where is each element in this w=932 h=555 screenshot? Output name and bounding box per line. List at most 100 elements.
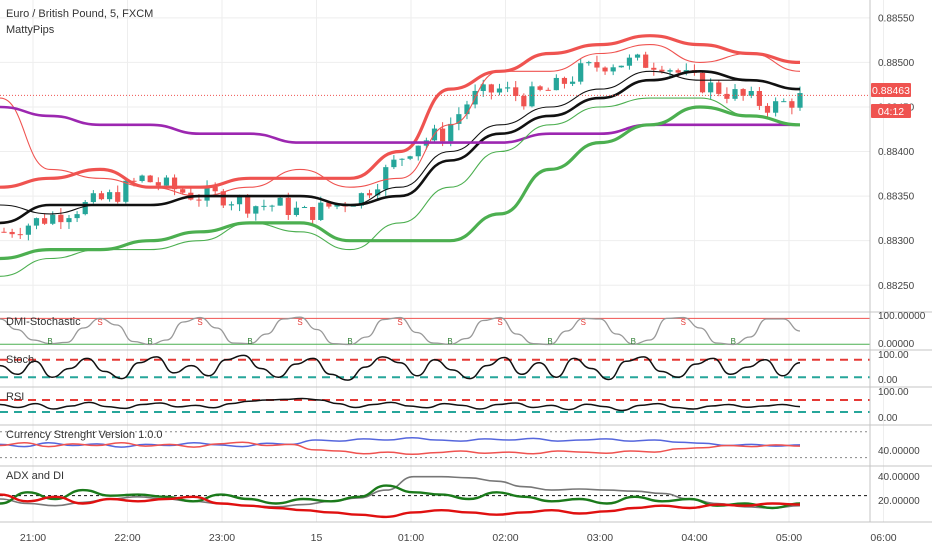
pane-rsi[interactable]: RSI	[0, 391, 870, 413]
candle-body	[318, 202, 324, 220]
y-tick-label: 0.88400	[878, 147, 915, 158]
candle-body	[480, 84, 486, 91]
candle-body	[399, 158, 405, 160]
candle-body	[789, 101, 795, 108]
y-tick-label: 20.00000	[878, 496, 920, 507]
y-tick-label: 0.88550	[878, 13, 915, 24]
pane-adx[interactable]: ADX and DI	[0, 470, 870, 519]
buy-signal-label: B	[631, 337, 636, 346]
y-tick-label: 0.00000	[878, 339, 915, 350]
indicator-line	[0, 397, 801, 412]
y-tick-label: 0.88350	[878, 192, 915, 203]
candle-body	[383, 167, 389, 190]
candle-body	[115, 192, 121, 202]
candle-body	[675, 70, 681, 73]
pane-dmi[interactable]: B S B S B S B S B S B S B S B DMI-Stochastic	[0, 316, 870, 346]
candle-body	[724, 93, 730, 99]
pane-title: Currency Strenght Version 1.0.0	[6, 429, 163, 441]
candle-body	[521, 95, 527, 107]
candle-body	[488, 84, 494, 93]
countdown-label: 04:12	[878, 106, 904, 118]
overlay-line	[0, 34, 801, 189]
candle-body	[261, 205, 267, 207]
candle-body	[90, 193, 96, 203]
candle-body	[407, 156, 413, 159]
last-price-label: 0.88463	[872, 85, 910, 97]
buy-signal-label: B	[731, 337, 736, 346]
candle-body	[326, 202, 332, 207]
candle-body	[448, 123, 454, 142]
candles	[1, 51, 803, 241]
sell-signal-label: S	[97, 318, 102, 327]
x-tick-label: 01:00	[398, 532, 424, 544]
candle-body	[9, 231, 15, 235]
buy-signal-label: B	[47, 337, 52, 346]
buy-signal-label: B	[147, 337, 152, 346]
indicator-line	[0, 441, 801, 456]
y-tick-label: 100.00	[878, 350, 909, 361]
candle-body	[594, 62, 600, 68]
x-tick-label: 06:00	[870, 532, 896, 544]
candle-body	[285, 197, 291, 215]
candle-body	[634, 54, 641, 58]
candle-body	[139, 175, 145, 181]
countdown-tag: 04:12	[871, 104, 911, 118]
x-tick-label: 04:00	[681, 532, 707, 544]
last-price-tag: 0.88463	[871, 83, 911, 97]
candle-body	[358, 193, 364, 206]
pane-separators[interactable]	[0, 0, 932, 523]
candle-body	[651, 67, 657, 70]
indicator-line	[0, 493, 801, 519]
candle-body	[123, 180, 129, 202]
candle-body	[561, 77, 568, 84]
candle-body	[764, 105, 771, 113]
candle-body	[756, 91, 762, 106]
x-tick-label: 21:00	[20, 532, 46, 544]
sell-signal-label: S	[397, 318, 402, 327]
candle-body	[797, 93, 803, 108]
candle-body	[586, 62, 592, 64]
chart-subtitle: MattyPips	[6, 24, 55, 36]
indicator-line	[0, 316, 801, 346]
pane-stoch[interactable]: Stoch	[0, 354, 870, 381]
main-price-pane[interactable]	[0, 34, 870, 277]
candle-body	[529, 86, 535, 107]
candle-body	[626, 57, 633, 66]
indicator-line	[0, 475, 801, 509]
candle-body	[25, 225, 31, 235]
pane-currency[interactable]: Currency Strenght Version 1.0.0	[0, 429, 870, 459]
candle-body	[740, 89, 746, 96]
candle-body	[496, 88, 503, 93]
candle-body	[773, 101, 779, 113]
y-tick-label: 100.00000	[878, 311, 926, 322]
candle-body	[196, 199, 202, 201]
candle-body	[602, 67, 608, 72]
candle-body	[1, 231, 7, 233]
candle-body	[131, 180, 137, 182]
countdown-tag-bg	[871, 104, 911, 118]
chart-title: Euro / British Pound, 5, FXCM	[6, 8, 153, 20]
candle-body	[610, 67, 616, 72]
buy-signal-label: B	[447, 337, 452, 346]
x-tick-label: 02:00	[492, 532, 518, 544]
candle-body	[58, 214, 64, 223]
candle-body	[708, 82, 714, 93]
price-axis[interactable]: 21:00 22:00 23:00 15 01:00 02:00 03:00 04:00 05:…	[20, 13, 926, 544]
x-tick-label: 23:00	[209, 532, 235, 544]
candle-body	[366, 193, 373, 196]
candle-body	[569, 81, 576, 84]
candle-body	[74, 214, 80, 219]
y-tick-label: 0.88250	[878, 281, 915, 292]
pane-title: RSI	[6, 391, 24, 403]
x-tick-label: 05:00	[776, 532, 802, 544]
candle-body	[171, 177, 178, 190]
candle-body	[82, 202, 88, 215]
candle-body	[334, 204, 340, 207]
overlay-line	[0, 97, 801, 277]
candle-body	[66, 218, 72, 223]
candle-body	[504, 87, 511, 89]
indicator-panes[interactable]: B S B S B S B S B S B S B S B DMI-Stochastic Stoch RSI Cur…	[0, 316, 870, 519]
sell-signal-label: S	[681, 318, 686, 327]
